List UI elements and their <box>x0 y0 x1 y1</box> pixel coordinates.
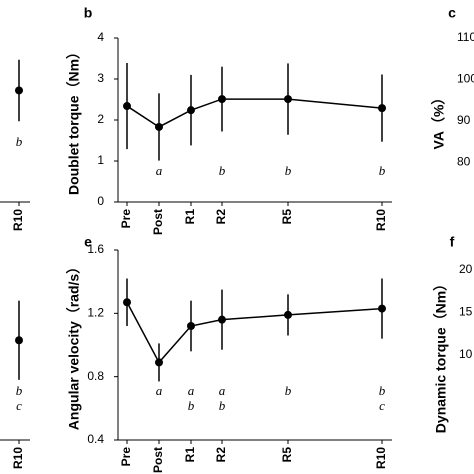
y-tick-label: 1.6 <box>87 242 104 256</box>
y-axis-label: Dynamic torque（Nm） <box>433 277 449 433</box>
annotation: c <box>379 398 385 413</box>
annotation: a <box>156 163 163 178</box>
x-tick-label: Post <box>151 209 165 235</box>
data-point <box>378 304 386 313</box>
panel: R10 bc <box>0 300 30 469</box>
y-tick-label: 90 <box>457 113 471 127</box>
x-tick-label: Pre <box>119 209 133 229</box>
data-point <box>123 102 131 111</box>
x-tick-label: R10 <box>11 447 25 469</box>
y-tick-label: 80 <box>457 154 471 168</box>
panel: f Dynamic torque（Nm） 10 15 20 <box>433 234 473 433</box>
y-axis-label: VA（%） <box>431 91 447 150</box>
annotation: b <box>16 134 23 149</box>
data-point <box>378 104 386 113</box>
annotation: b <box>188 398 195 413</box>
x-tick-label: Pre <box>119 447 133 467</box>
data-point <box>15 336 23 345</box>
panel: R10 b <box>0 59 30 231</box>
panel: c VA（%） 80 90 100 110 <box>431 5 474 169</box>
data-point <box>187 106 195 115</box>
data-point <box>123 298 131 307</box>
y-tick-label: 15 <box>459 305 473 319</box>
annotation: b <box>219 398 226 413</box>
data-point <box>218 315 226 324</box>
x-tick-label: R1 <box>183 209 197 225</box>
panel-letter: f <box>450 234 455 250</box>
annotation: b <box>285 383 292 398</box>
x-tick-label: R10 <box>374 447 388 469</box>
annotation: a <box>156 383 163 398</box>
annotation: a <box>219 383 226 398</box>
panel-letter: e <box>84 234 92 250</box>
annotation: b <box>16 383 23 398</box>
data-point <box>155 358 163 367</box>
x-tick-label: R2 <box>214 209 228 225</box>
x-tick-label: R2 <box>214 447 228 463</box>
y-axis-label: Angular velocity（rad/s） <box>66 260 82 430</box>
x-tick-label: Post <box>151 447 165 473</box>
data-point <box>218 95 226 104</box>
x-tick-label: R10 <box>374 209 388 231</box>
data-point <box>187 322 195 330</box>
y-tick-label: 10 <box>459 347 473 361</box>
y-tick-label: 0.8 <box>87 369 104 383</box>
y-tick-label: 4 <box>97 30 104 44</box>
y-tick-label: 2 <box>97 112 104 126</box>
line <box>126 301 383 364</box>
x-tick-label: R1 <box>183 447 197 463</box>
x-tick-label: R5 <box>280 209 294 225</box>
annotation: b <box>285 163 292 178</box>
annotation: c <box>16 398 22 413</box>
annotation: b <box>219 163 226 178</box>
y-tick-label: 1.2 <box>87 306 104 320</box>
y-tick-label: 3 <box>97 71 104 85</box>
y-tick-label: 110 <box>457 30 474 44</box>
data-point <box>155 122 163 131</box>
data-point <box>15 86 23 95</box>
data-point <box>284 310 292 319</box>
y-axis-label: Doublet torque（Nm） <box>66 45 82 195</box>
annotation: b <box>379 383 386 398</box>
y-tick-label: 100 <box>457 72 474 86</box>
y-tick-label: 0.4 <box>87 432 104 446</box>
x-tick-label: R10 <box>11 209 25 231</box>
annotation: a <box>188 383 195 398</box>
y-tick-label: 0 <box>97 194 104 208</box>
data-point <box>284 95 292 104</box>
line <box>126 98 383 128</box>
y-tick-label: 20 <box>459 262 473 276</box>
panel: b Doublet torque（Nm） 0 1 2 3 4 Pre Post R1 R2 R5 R10… <box>66 5 392 235</box>
panel-letter: b <box>84 5 93 21</box>
y-tick-label: 1 <box>97 153 104 167</box>
x-tick-label: R5 <box>280 447 294 463</box>
annotation: b <box>379 163 386 178</box>
panel-letter: c <box>448 5 456 21</box>
